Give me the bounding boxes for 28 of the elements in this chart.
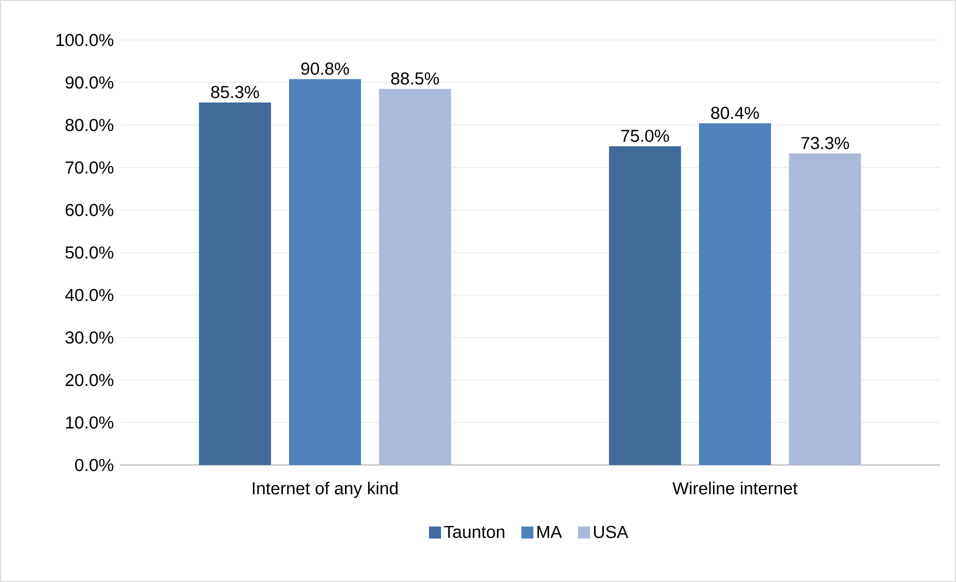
y-tick-label: 80.0% bbox=[66, 118, 114, 132]
y-tick-label: 40.0% bbox=[65, 288, 114, 302]
y-tick-label: 10.0% bbox=[66, 416, 114, 429]
data-label: 73.3% bbox=[801, 136, 849, 150]
x-tick-label: Wireline internet bbox=[672, 482, 798, 494]
y-tick-label: 50.0% bbox=[66, 246, 114, 259]
data-label: 75.0% bbox=[621, 130, 669, 142]
y-tick-label: 0.0% bbox=[75, 458, 114, 472]
legend-label: MA bbox=[537, 526, 562, 538]
bar bbox=[609, 146, 682, 465]
x-tick-label: Internet of any kind bbox=[252, 482, 398, 498]
y-tick-label: 100.0% bbox=[56, 34, 114, 46]
y-tick-label: 20.0% bbox=[66, 374, 114, 386]
bar bbox=[699, 123, 772, 465]
y-tick-label: 30.0% bbox=[65, 331, 114, 344]
data-label: 80.4% bbox=[711, 106, 759, 120]
bar bbox=[199, 102, 272, 465]
bar bbox=[289, 79, 362, 465]
legend-label: USA bbox=[594, 526, 628, 538]
y-tick-label: 60.0% bbox=[66, 204, 114, 216]
legend-label: Taunton bbox=[444, 526, 504, 538]
data-label: 85.3% bbox=[211, 86, 259, 98]
y-tick-label: 70.0% bbox=[66, 161, 114, 174]
y-tick-label: 90.0% bbox=[66, 76, 114, 89]
bar bbox=[789, 153, 862, 465]
bar bbox=[379, 88, 452, 465]
data-label: 90.8% bbox=[301, 62, 349, 75]
data-label: 88.5% bbox=[391, 72, 439, 85]
